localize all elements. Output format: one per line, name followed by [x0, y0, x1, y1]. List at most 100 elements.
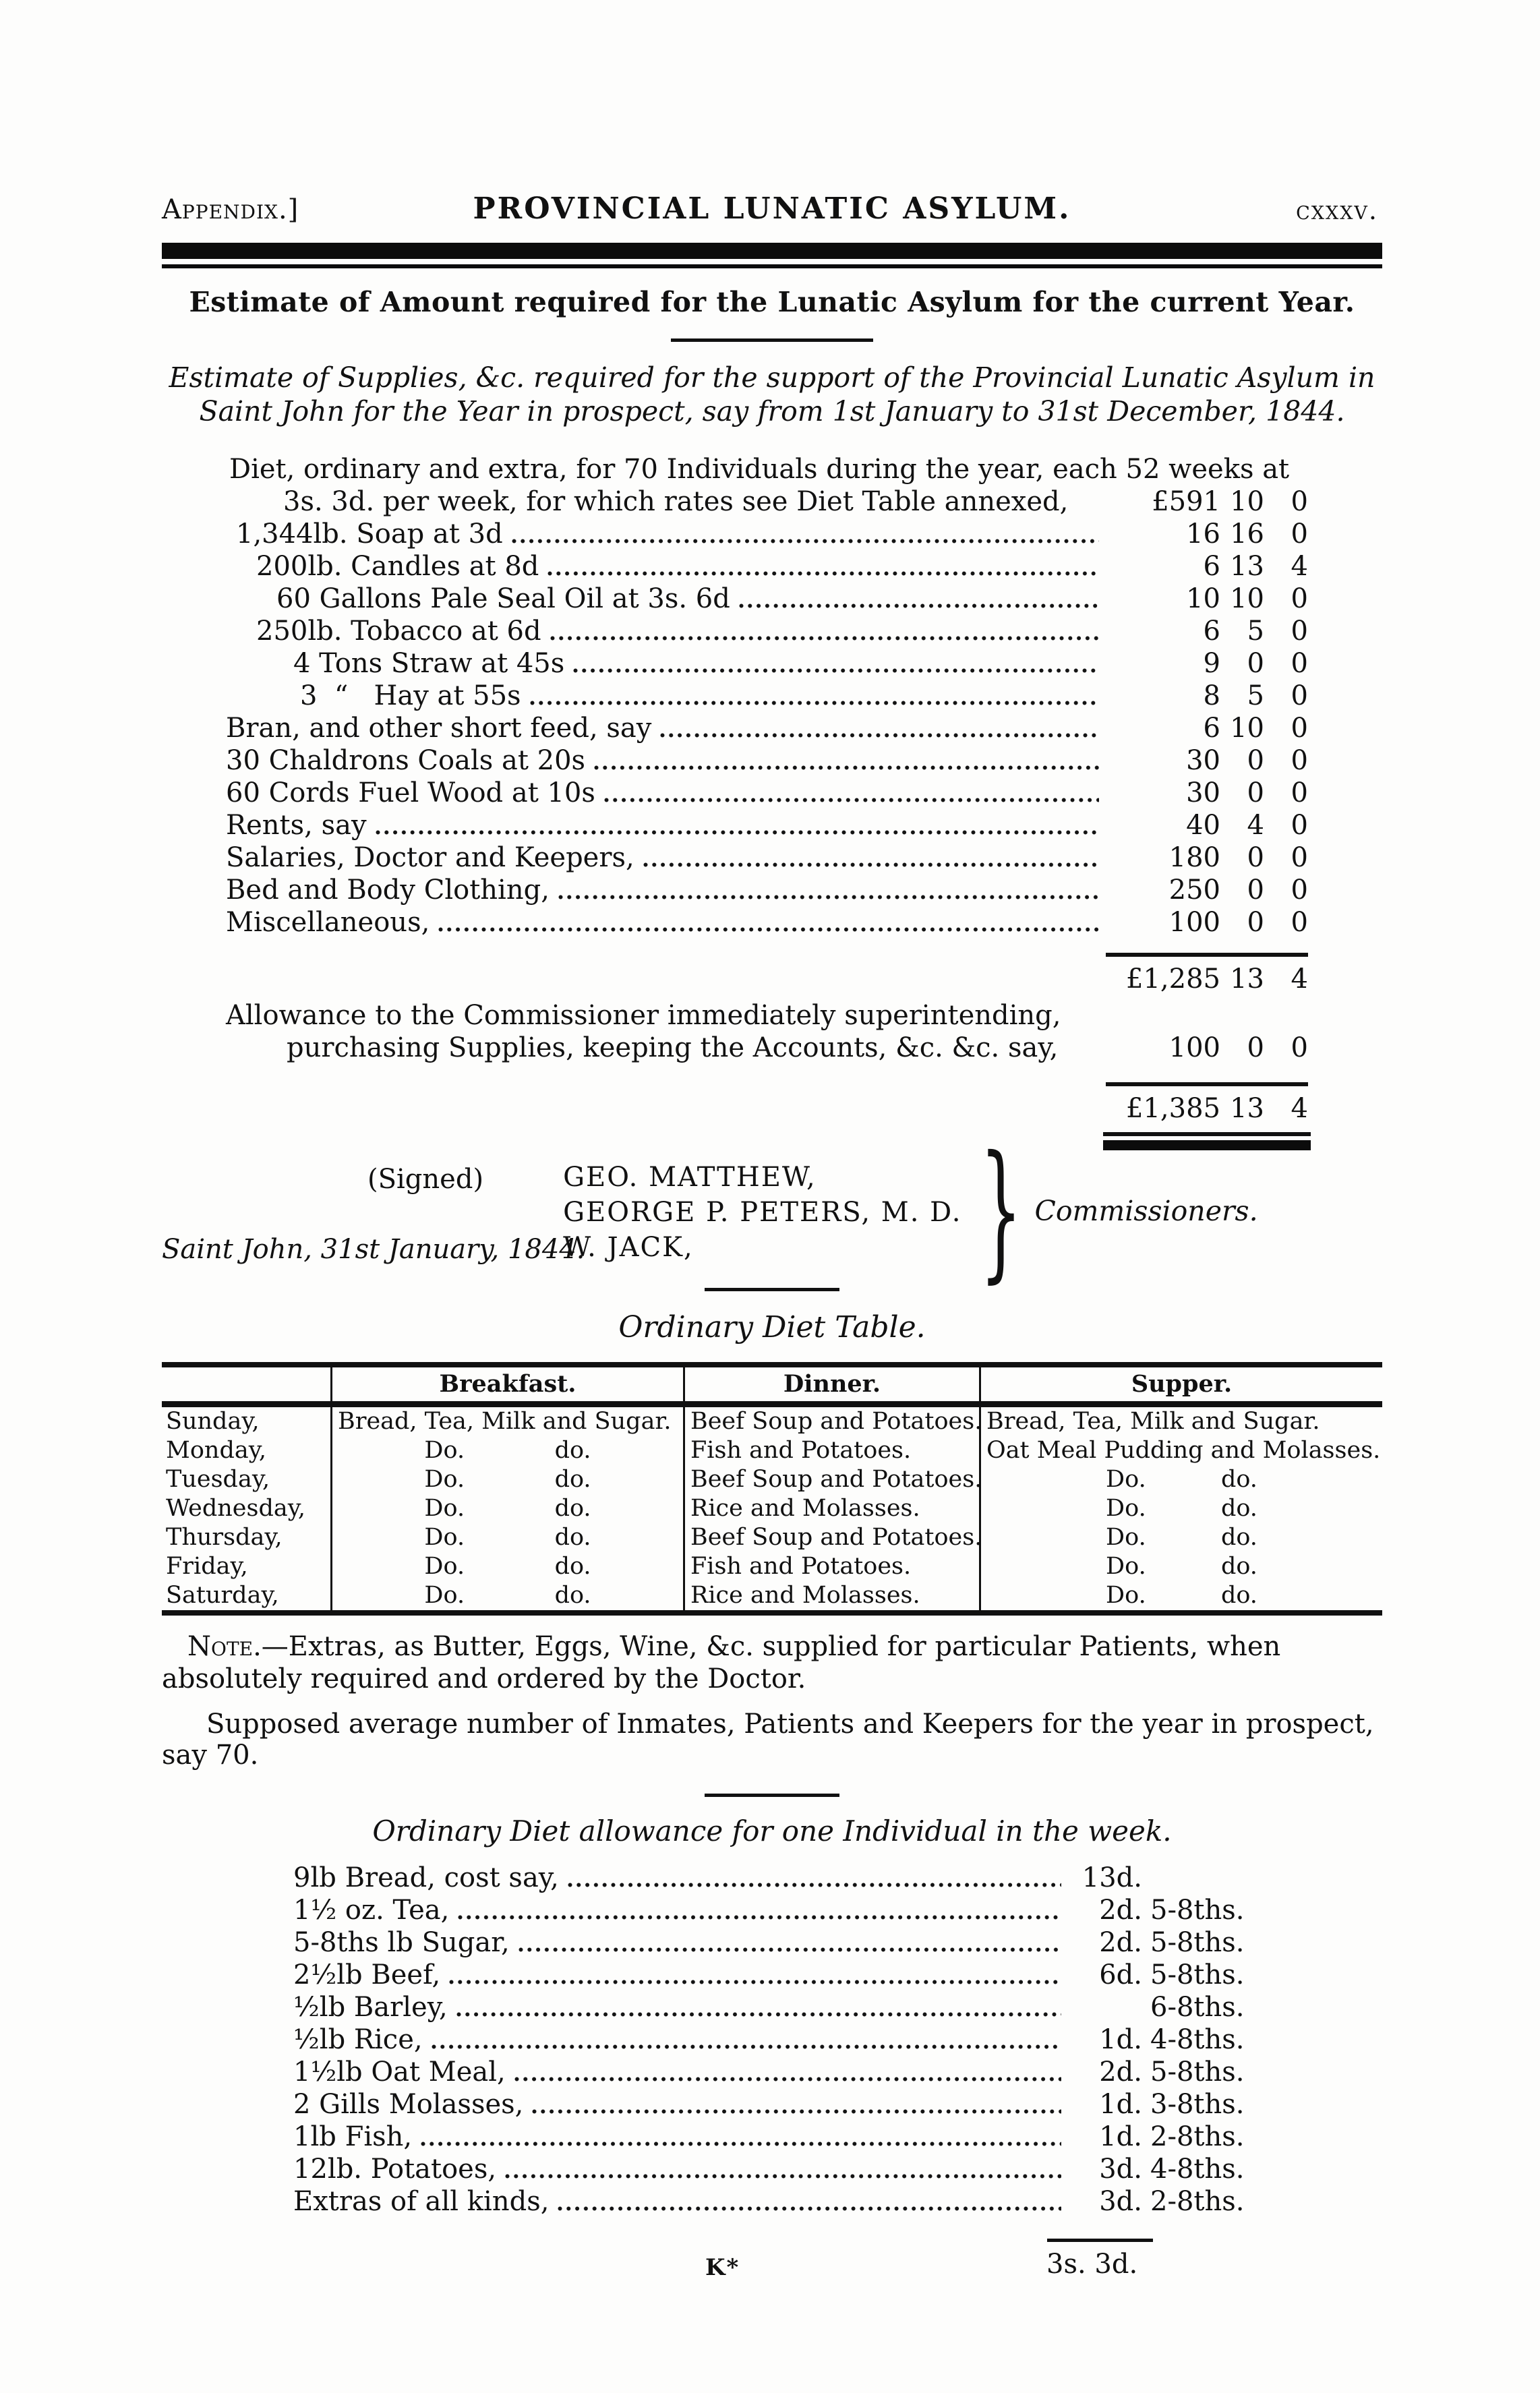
amount-group: 30 0 0: [1106, 777, 1308, 808]
dot-leader: [566, 1882, 1061, 1888]
dot-leader: [420, 2141, 1061, 2147]
breakfast-cell: Do. do.: [330, 1581, 683, 1610]
diet-table-row: Wednesday, Do. do. Rice and Molasses. Do…: [162, 1494, 1382, 1523]
amount-shillings: 0: [1247, 875, 1264, 906]
dinner-cell: Beef Soup and Potatoes.: [683, 1523, 979, 1552]
account-section: Diet, ordinary and extra, for 70 Individ…: [162, 454, 1382, 1150]
allowance-row: 1lb Fish, 1d. 2-8ths.: [162, 2121, 1382, 2154]
day-cell: Friday,: [166, 1553, 248, 1580]
amount-pence: 0: [1291, 680, 1308, 711]
account-item-label: 200lb. Candles at 8d: [256, 551, 539, 582]
amount-pounds: £591: [1152, 486, 1220, 517]
account-item-label: 4 Tons Straw at 45s: [293, 648, 565, 679]
allowance-pounds: 100: [1168, 1032, 1220, 1063]
supper-cell: Oat Meal Pudding and Molasses.: [979, 1436, 1382, 1465]
account-item-label: 30 Chaldrons Coals at 20s: [226, 745, 586, 776]
amount-pence: 0: [1291, 713, 1308, 744]
dinner-cell: Rice and Molasses.: [683, 1581, 979, 1610]
intro-line-1: Estimate of Supplies, &c. required for t…: [169, 361, 1375, 394]
amount-group: £591 10 0: [1106, 486, 1308, 517]
supper-column-header: Supper.: [979, 1367, 1382, 1401]
amount-pence: 0: [1291, 842, 1308, 873]
subtotal-rule: [1106, 953, 1308, 957]
dinner-cell: Fish and Potatoes.: [683, 1552, 979, 1581]
dinner-cell: Fish and Potatoes.: [683, 1436, 979, 1465]
commissioner-names: GEO. MATTHEW, GEORGE P. PETERS, M. D. W.…: [563, 1162, 962, 1263]
supper-cell: Do. do.: [979, 1523, 1382, 1552]
account-item-label: Bed and Body Clothing,: [226, 875, 550, 906]
diet-table-header: Breakfast. Dinner. Supper.: [162, 1367, 1382, 1407]
amount-pounds: 250: [1168, 875, 1220, 906]
note-label: Note.: [187, 1631, 262, 1662]
day-cell: Tuesday,: [166, 1466, 270, 1493]
diet-table-row: Saturday, Do. do. Rice and Molasses. Do.…: [162, 1581, 1382, 1610]
diet-entry-line2-row: 3s. 3d. per week, for which rates see Di…: [162, 486, 1382, 519]
account-row: Bran, and other short feed, say 6 10 0: [162, 713, 1382, 745]
account-row: 4 Tons Straw at 45s 9 0 0: [162, 648, 1382, 680]
supper-cell: Do. do.: [979, 1581, 1382, 1610]
price-pence: 1d.: [1099, 2089, 1142, 2120]
supper-cell: Do. do.: [979, 1552, 1382, 1581]
day-cell: Sunday,: [166, 1408, 260, 1435]
breakfast-column-header: Breakfast.: [330, 1367, 683, 1401]
dot-leader: [593, 765, 1099, 771]
amount-pounds: 100: [1168, 907, 1220, 938]
account-row: 1,344lb. Soap at 3d 16 16 0: [162, 519, 1382, 551]
price-pence: 2d.: [1099, 2057, 1142, 2088]
breakfast-cell: Do. do.: [330, 1494, 683, 1523]
amount-group: 100 0 0: [1106, 907, 1308, 938]
amount-group: 6 5 0: [1106, 616, 1308, 647]
account-item-label: Rents, say: [226, 810, 367, 841]
price-fraction: 5-8ths.: [1150, 1927, 1245, 1958]
note-paragraph: Note.—Extras, as Butter, Eggs, Wine, &c.…: [162, 1630, 1373, 1695]
total-rule: [1106, 1082, 1308, 1086]
brace-glyph: }: [979, 1124, 1022, 1297]
day-cell: Wednesday,: [166, 1495, 305, 1522]
dot-leader: [457, 1914, 1061, 1920]
total-pounds: £1,385: [1126, 1093, 1220, 1124]
allowance-row: 5-8ths lb Sugar, 2d. 5-8ths.: [162, 1927, 1382, 1959]
signed-label: (Signed): [367, 1164, 484, 1195]
breakfast-cell: Do. do.: [330, 1436, 683, 1465]
day-cell: Monday,: [166, 1437, 266, 1464]
account-row: 60 Cords Fuel Wood at 10s 30 0 0: [162, 777, 1382, 810]
price-pence: 2d.: [1099, 1927, 1142, 1958]
breakfast-cell: Do. do.: [330, 1465, 683, 1494]
amount-group: 180 0 0: [1106, 842, 1308, 873]
dot-leader: [531, 2108, 1061, 2115]
allowance-item-label: ½lb Barley,: [293, 1992, 448, 2023]
price-pence: 3d.: [1099, 2154, 1142, 2185]
total-pence: 4: [1291, 1093, 1308, 1124]
amount-pounds: 6: [1203, 616, 1220, 647]
folio-number: cxxxv.: [1296, 196, 1378, 225]
intro-line-2: Saint John for the Year in prospect, say…: [199, 395, 1345, 427]
price-pence: 1d.: [1099, 2024, 1142, 2055]
amount-group: 16 16 0: [1106, 519, 1308, 550]
amount-pounds: 30: [1186, 777, 1220, 808]
account-row: Salaries, Doctor and Keepers, 180 0 0: [162, 842, 1382, 875]
allowance-row: 12lb. Potatoes, 3d. 4-8ths.: [162, 2154, 1382, 2186]
subtotal-pounds: £1,285: [1126, 964, 1220, 995]
amount-pence: 0: [1291, 907, 1308, 938]
price-pence: 2d.: [1099, 1895, 1142, 1926]
dot-leader: [529, 700, 1099, 706]
account-item-label: 60 Gallons Pale Seal Oil at 3s. 6d: [276, 583, 730, 614]
amount-shillings: 0: [1247, 777, 1264, 808]
appendix-label: Appendix.]: [162, 194, 299, 225]
amount-group: £1,385 13 4: [1106, 1093, 1308, 1124]
dinner-column-header: Dinner.: [683, 1367, 979, 1401]
amount-pence: 0: [1291, 616, 1308, 647]
amount-group: 9 0 0: [1106, 648, 1308, 679]
price-pence: 1d.: [1099, 2121, 1142, 2152]
weekly-total-rule: [1047, 2239, 1153, 2242]
amount-shillings: 5: [1247, 680, 1264, 711]
dinner-cell: Rice and Molasses.: [683, 1494, 979, 1523]
allowance-row: 1½lb Oat Meal, 2d. 5-8ths.: [162, 2057, 1382, 2089]
amount-shillings: 10: [1230, 713, 1264, 744]
amount-group: 30 0 0: [1106, 745, 1308, 776]
heavy-rule: [162, 243, 1382, 259]
amount-pence: 0: [1291, 777, 1308, 808]
account-item-label: Bran, and other short feed, say: [226, 713, 652, 744]
amount-shillings: 10: [1230, 486, 1264, 517]
